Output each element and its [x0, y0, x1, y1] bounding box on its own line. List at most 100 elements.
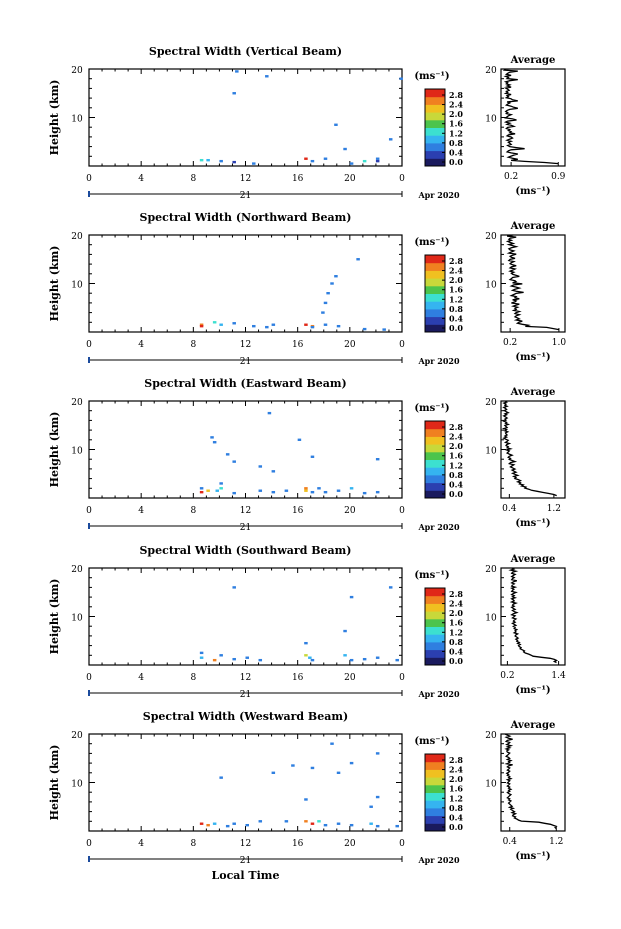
data-cell: [362, 491, 367, 495]
colorbar-segment: [425, 444, 445, 453]
colorbar-segment: [425, 807, 445, 817]
colorbar-tick-label: 0.8: [449, 138, 463, 148]
avg-y-tick-label: 20: [485, 565, 497, 575]
colorbar-tick-label: 0.0: [449, 656, 463, 666]
data-cell: [304, 641, 308, 645]
data-cell: [252, 324, 256, 328]
colorbar-segment: [425, 490, 445, 499]
data-cell: [271, 470, 276, 473]
colorbar-segment: [425, 104, 445, 113]
data-cell: [258, 489, 263, 492]
data-cell: [284, 489, 289, 492]
x-tick-label: 0: [399, 506, 405, 516]
data-cell: [336, 822, 341, 825]
x-tick-label: 8: [190, 340, 196, 350]
average-title: Average: [510, 221, 556, 232]
x-tick-label: 20: [344, 340, 356, 350]
average-title: Average: [510, 387, 556, 398]
colorbar-tick-label: 1.2: [449, 294, 463, 304]
data-cell: [199, 158, 204, 162]
avg-x-axis-label: (ms⁻¹): [515, 186, 550, 197]
data-cell: [343, 147, 347, 151]
colorbar-segment: [425, 127, 445, 136]
plot-frame: [88, 733, 403, 832]
data-cell: [310, 658, 315, 662]
colorbar-segment: [425, 316, 445, 325]
data-cell: [219, 654, 223, 657]
date-label: Apr 2020: [417, 190, 460, 200]
data-cell: [304, 323, 308, 326]
colorbar-segment: [425, 618, 445, 627]
colorbar-segment: [425, 308, 445, 318]
colorbar-unit: (ms⁻¹): [414, 403, 449, 414]
x-tick-label: 8: [190, 506, 196, 516]
colorbar-tick-label: 2.8: [449, 755, 463, 765]
data-cell: [232, 586, 236, 589]
avg-x-axis-label: (ms⁻¹): [515, 851, 550, 862]
colorbar-segment: [425, 324, 445, 333]
data-cell: [310, 325, 315, 329]
colorbar-tick-label: 2.8: [449, 256, 463, 266]
data-cell: [199, 324, 204, 328]
colorbar-tick-label: 0.0: [449, 489, 463, 499]
colorbar-frame: [424, 753, 446, 832]
colorbar-tick-label: 0.0: [449, 822, 463, 832]
colorbar-segment: [425, 451, 445, 460]
day-label: 21: [240, 523, 251, 533]
colorbar-unit: (ms⁻¹): [414, 237, 449, 248]
x-tick-label: 4: [138, 174, 144, 184]
colorbar-tick-label: 2.8: [449, 589, 463, 599]
data-cell: [399, 77, 403, 80]
colorbar-tick-label: 1.2: [449, 128, 463, 138]
colorbar-tick-label: 1.2: [449, 627, 463, 637]
plot-frame: [88, 400, 403, 499]
day-label: 21: [240, 357, 251, 367]
colorbar-frame: [424, 88, 446, 167]
y-tick-label: 10: [71, 281, 83, 291]
colorbar-segment: [425, 301, 445, 310]
data-cell: [199, 656, 204, 659]
data-cell: [310, 159, 315, 163]
data-cell: [235, 70, 239, 73]
colorbar-tick-label: 1.6: [449, 784, 463, 794]
x-tick-label: 8: [190, 839, 196, 849]
average-profile-line: [504, 733, 558, 830]
data-cell: [199, 323, 204, 326]
colorbar-segment: [425, 467, 445, 476]
date-label: Apr 2020: [417, 522, 460, 532]
data-cell: [265, 325, 269, 329]
data-cell: [225, 453, 230, 456]
colorbar-tick-label: 2.4: [449, 100, 463, 110]
avg-y-tick-label: 10: [485, 281, 497, 291]
colorbar-tick-label: 1.6: [449, 119, 463, 129]
data-cell: [349, 823, 354, 827]
average-profile-line: [502, 68, 559, 165]
y-tick-label: 20: [71, 398, 83, 408]
colorbar-segment: [425, 278, 445, 287]
data-cell: [382, 328, 386, 331]
avg-x-axis-label: (ms⁻¹): [515, 685, 550, 696]
y-tick-label: 10: [71, 115, 83, 125]
avg-x-tick-label: 0.9: [551, 172, 566, 182]
x-tick-label: 0: [399, 839, 405, 849]
avg-x-tick-label: 1.0: [552, 338, 567, 348]
data-cell: [388, 586, 393, 589]
colorbar-segment: [425, 293, 445, 302]
colorbar-segment: [425, 595, 445, 604]
colorbar-tick-label: 1.6: [449, 451, 463, 461]
colorbar-segment: [425, 634, 445, 643]
data-cell: [304, 487, 308, 490]
data-cell: [323, 323, 328, 326]
data-cell: [310, 822, 315, 825]
data-cell: [362, 657, 367, 661]
data-cell: [219, 159, 223, 163]
colorbar-tick-label: 2.4: [449, 266, 463, 276]
data-cell: [349, 658, 354, 662]
y-tick-label: 20: [71, 66, 83, 76]
colorbar-tick-label: 2.4: [449, 765, 463, 775]
avg-x-tick-label: 1.2: [549, 837, 563, 847]
colorbar-unit: (ms⁻¹): [414, 736, 449, 747]
colorbar-segment: [425, 158, 445, 167]
data-cell: [232, 822, 236, 825]
data-cell: [212, 321, 217, 324]
